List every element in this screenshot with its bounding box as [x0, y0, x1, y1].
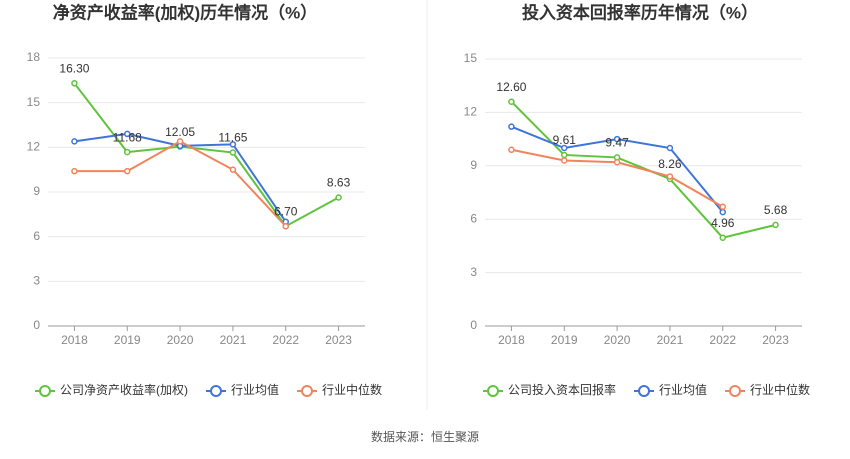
- legend-marker: [638, 385, 651, 397]
- y-tick-label: 15: [464, 51, 478, 65]
- value-label: 12.05: [165, 125, 195, 139]
- value-label: 11.65: [218, 131, 247, 145]
- data-point: [71, 167, 78, 175]
- y-tick-label: 0: [33, 318, 40, 332]
- chart-title: 投入资本回报率历年情况（%）: [522, 2, 758, 22]
- data-point: [666, 144, 674, 152]
- y-tick-label: 15: [27, 95, 41, 109]
- chart-title: 净资产收益率(加权)历年情况（%）: [53, 2, 317, 22]
- data-point: [124, 148, 131, 156]
- legend-label: 公司投入资本回报率: [508, 382, 616, 397]
- data-point: [666, 173, 674, 180]
- y-tick-label: 3: [470, 265, 477, 279]
- x-tick-label: 2019: [114, 333, 141, 347]
- legend-label: 行业中位数: [750, 382, 810, 397]
- value-label: 12.60: [496, 80, 526, 94]
- data-point: [335, 194, 342, 201]
- x-tick-label: 2020: [604, 333, 631, 347]
- data-point: [561, 144, 568, 152]
- data-point: [176, 138, 184, 145]
- data-point: [71, 80, 78, 87]
- data-point: [613, 158, 621, 166]
- legend-marker: [487, 385, 499, 397]
- y-tick-label: 18: [27, 50, 41, 64]
- y-tick-label: 0: [470, 318, 477, 332]
- legend-marker: [39, 385, 51, 397]
- value-label: 9.61: [553, 133, 577, 147]
- value-label: 9.47: [605, 136, 629, 150]
- x-tick-label: 2022: [709, 333, 736, 347]
- legend-label: 公司净资产收益率(加权): [60, 382, 188, 397]
- x-tick-label: 2020: [167, 333, 194, 347]
- legend-label: 行业均值: [231, 382, 279, 397]
- series-line: [74, 140, 287, 227]
- data-point: [719, 203, 726, 210]
- series-line: [510, 101, 776, 239]
- y-tick-label: 6: [470, 211, 477, 225]
- value-label: 8.26: [658, 157, 682, 171]
- x-tick-label: 2018: [498, 333, 525, 347]
- data-point: [229, 149, 237, 156]
- data-point: [561, 157, 568, 164]
- y-tick-label: 3: [33, 274, 40, 288]
- data-point: [124, 130, 131, 138]
- x-tick-label: 2021: [220, 333, 247, 347]
- legend-label: 行业均值: [659, 382, 707, 397]
- y-tick-label: 6: [33, 229, 40, 243]
- x-tick-label: 2019: [551, 333, 578, 347]
- series-line: [73, 82, 340, 228]
- x-tick-label: 2023: [762, 333, 789, 347]
- data-point: [508, 146, 515, 154]
- data-point: [71, 138, 78, 145]
- data-point: [613, 135, 621, 143]
- data-point: [508, 123, 515, 130]
- value-label: 5.68: [764, 203, 788, 217]
- x-tick-label: 2022: [272, 333, 299, 347]
- data-point: [229, 166, 237, 173]
- y-tick-label: 9: [33, 184, 40, 198]
- data-point: [561, 151, 568, 159]
- x-tick-label: 2018: [61, 333, 88, 347]
- data-point: [282, 222, 289, 230]
- legend-marker: [210, 385, 222, 397]
- value-label: 6.70: [274, 204, 298, 218]
- y-tick-label: 12: [464, 105, 478, 119]
- data-point: [508, 98, 515, 105]
- x-tick-label: 2023: [325, 333, 352, 347]
- value-label: 11.68: [113, 130, 142, 144]
- value-label: 8.63: [327, 176, 351, 190]
- data-point: [719, 208, 726, 216]
- x-tick-label: 2021: [657, 333, 684, 347]
- y-tick-label: 12: [27, 140, 41, 154]
- source-note: 数据来源：恒生聚源: [371, 429, 479, 444]
- legend-label: 行业中位数: [322, 382, 382, 397]
- legend-marker: [729, 385, 742, 397]
- data-point: [124, 167, 131, 175]
- value-label: 4.96: [711, 216, 735, 230]
- y-tick-label: 9: [470, 158, 477, 172]
- legend-marker: [301, 385, 314, 397]
- value-label: 16.30: [59, 61, 89, 75]
- data-point: [229, 141, 237, 148]
- data-point: [772, 221, 779, 229]
- data-point: [719, 234, 726, 241]
